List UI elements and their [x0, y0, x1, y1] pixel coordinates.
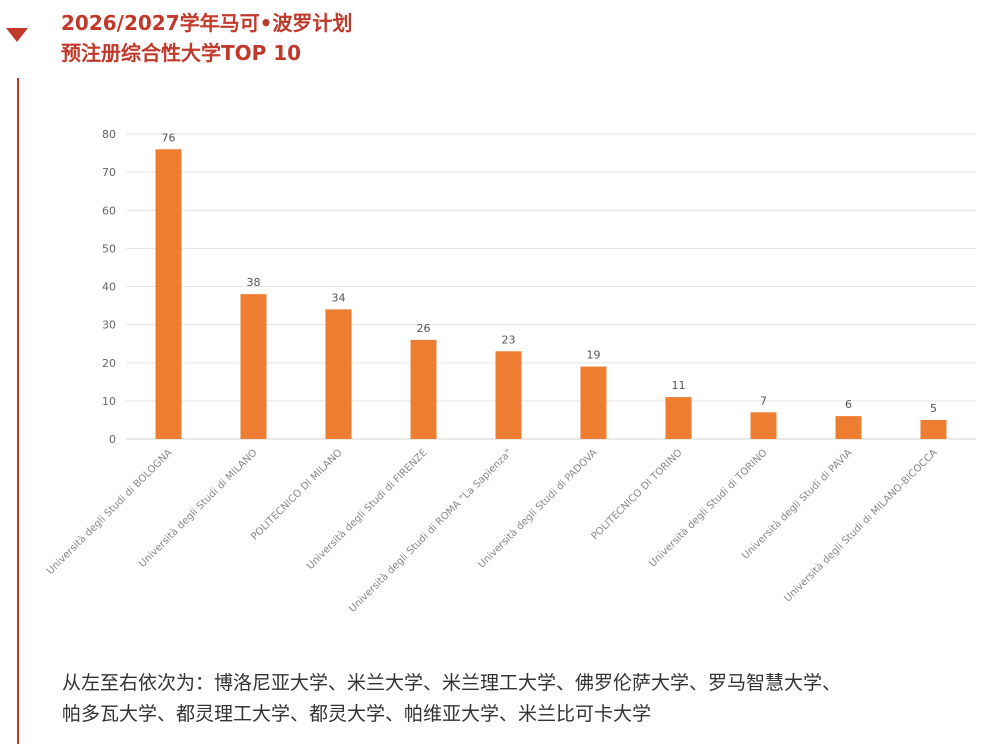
- data-label: 11: [672, 379, 686, 392]
- bar: [580, 366, 607, 439]
- caption-line-1: 从左至右依次为：博洛尼亚大学、米兰大学、米兰理工大学、佛罗伦萨大学、罗马智慧大学…: [62, 672, 842, 694]
- data-label: 34: [332, 291, 346, 304]
- x-tick-label: POLITECNICO DI MILANO: [249, 447, 344, 542]
- data-label: 76: [162, 131, 176, 144]
- bar: [835, 416, 862, 439]
- data-label: 5: [930, 402, 937, 415]
- accent-divider: [17, 78, 19, 744]
- y-tick-label: 30: [102, 319, 116, 332]
- bar: [920, 419, 947, 439]
- data-label: 23: [502, 333, 516, 346]
- data-label: 19: [587, 349, 601, 362]
- y-tick-label: 20: [102, 357, 116, 370]
- x-tick-label: Università degli Studi di MILANO-BICOCCA: [782, 447, 940, 605]
- bar: [750, 412, 777, 439]
- x-tick-label: POLITECNICO DI TORINO: [590, 447, 685, 542]
- y-tick-label: 50: [102, 242, 116, 255]
- page-heading: 2026/2027学年马可•波罗计划 预注册综合性大学TOP 10: [61, 8, 352, 68]
- caption-line-2: 帕多瓦大学、都灵理工大学、都灵大学、帕维亚大学、米兰比可卡大学: [62, 703, 652, 725]
- y-tick-label: 40: [102, 281, 116, 294]
- x-tick-label: Università degli Studi di ROMA "La Sapie…: [347, 447, 515, 615]
- bar: [410, 339, 437, 439]
- data-label: 6: [845, 398, 852, 411]
- heading-marker-icon: [6, 28, 28, 42]
- bar: [665, 397, 692, 439]
- heading-line-1: 2026/2027学年马可•波罗计划: [61, 11, 353, 35]
- bar: [155, 149, 182, 439]
- bar: [325, 309, 352, 439]
- caption: 从左至右依次为：博洛尼亚大学、米兰大学、米兰理工大学、佛罗伦萨大学、罗马智慧大学…: [62, 668, 982, 730]
- y-tick-label: 80: [102, 128, 116, 141]
- data-label: 38: [247, 276, 261, 289]
- y-tick-label: 10: [102, 395, 116, 408]
- y-tick-label: 60: [102, 204, 116, 217]
- data-label: 26: [417, 322, 431, 335]
- y-tick-label: 0: [109, 433, 116, 446]
- y-tick-label: 70: [102, 166, 116, 179]
- bar: [240, 294, 267, 439]
- bar: [495, 351, 522, 439]
- heading-line-2: 预注册综合性大学TOP 10: [61, 41, 302, 65]
- data-label: 7: [760, 394, 767, 407]
